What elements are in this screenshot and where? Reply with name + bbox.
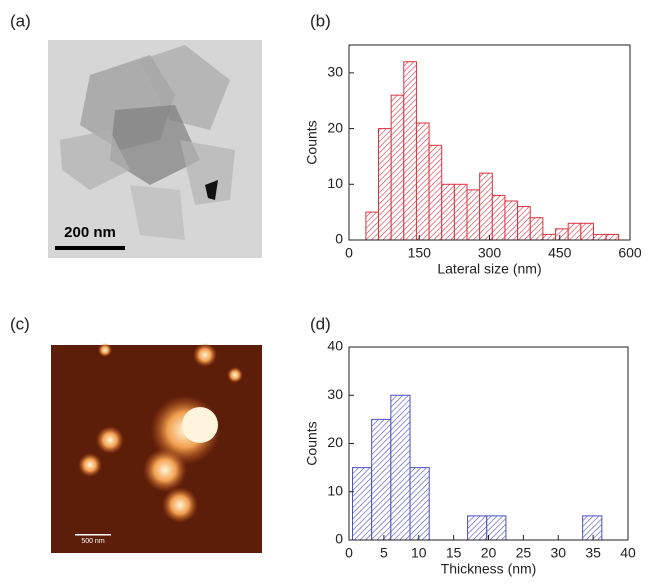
y-axis-label: Counts	[304, 421, 320, 465]
bar	[441, 183, 455, 241]
x-tick-label: 5	[380, 545, 388, 561]
x-tick-label: 0	[345, 545, 353, 561]
bar	[365, 211, 380, 241]
afm-image: 500 nm	[51, 343, 262, 553]
bar	[371, 418, 392, 541]
y-tick-label: 10	[327, 482, 343, 498]
tem-image: 200 nm	[48, 40, 262, 258]
bar	[466, 189, 481, 241]
bar	[582, 515, 603, 541]
x-tick-label: 35	[585, 545, 601, 561]
x-tick-label: 25	[516, 545, 532, 561]
bar	[486, 515, 507, 541]
panel-label: (a)	[10, 11, 31, 30]
bar	[390, 394, 411, 541]
bar	[517, 206, 531, 241]
bar	[415, 122, 430, 241]
bar	[351, 467, 373, 541]
x-tick-label: 300	[478, 245, 502, 261]
y-tick-label: 40	[327, 338, 343, 354]
y-tick-label: 10	[327, 175, 343, 191]
bar	[592, 233, 607, 241]
y-axis-label: Counts	[304, 120, 320, 164]
bar	[390, 94, 405, 241]
x-tick-label: 10	[411, 545, 427, 561]
bar	[453, 183, 468, 241]
bar	[378, 128, 392, 241]
bar	[479, 172, 493, 241]
x-axis-label: Thickness (nm)	[441, 561, 537, 577]
x-tick-label: 20	[481, 545, 497, 561]
x-tick-label: 40	[620, 545, 636, 561]
bar	[403, 61, 417, 241]
bar	[605, 233, 620, 241]
y-tick-label: 20	[327, 434, 343, 450]
x-tick-label: 30	[550, 545, 566, 561]
x-tick-label: 15	[446, 545, 462, 561]
bar	[409, 467, 430, 541]
bar	[504, 200, 519, 241]
bar	[567, 222, 582, 241]
x-axis-label: Lateral size (nm)	[437, 261, 541, 277]
y-tick-label: 30	[327, 64, 343, 80]
bar	[529, 217, 544, 241]
panel-label: (c)	[10, 314, 30, 333]
scale-bar-label: 200 nm	[64, 224, 116, 241]
y-tick-label: 0	[335, 531, 343, 547]
panel-label: (d)	[310, 314, 331, 333]
panel-label: (b)	[310, 11, 331, 30]
bar	[491, 194, 506, 241]
bar	[428, 144, 443, 241]
x-tick-label: 150	[408, 245, 432, 261]
bar	[555, 228, 569, 241]
bar	[580, 222, 594, 241]
x-tick-label: 450	[548, 245, 572, 261]
bar	[542, 233, 557, 241]
x-tick-label: 600	[618, 245, 642, 261]
y-tick-label: 30	[327, 386, 343, 402]
x-tick-label: 0	[345, 245, 353, 261]
y-tick-label: 0	[335, 231, 343, 247]
scale-bar-label: 500 nm	[81, 538, 105, 545]
bar	[467, 515, 488, 541]
y-tick-label: 20	[327, 119, 343, 135]
